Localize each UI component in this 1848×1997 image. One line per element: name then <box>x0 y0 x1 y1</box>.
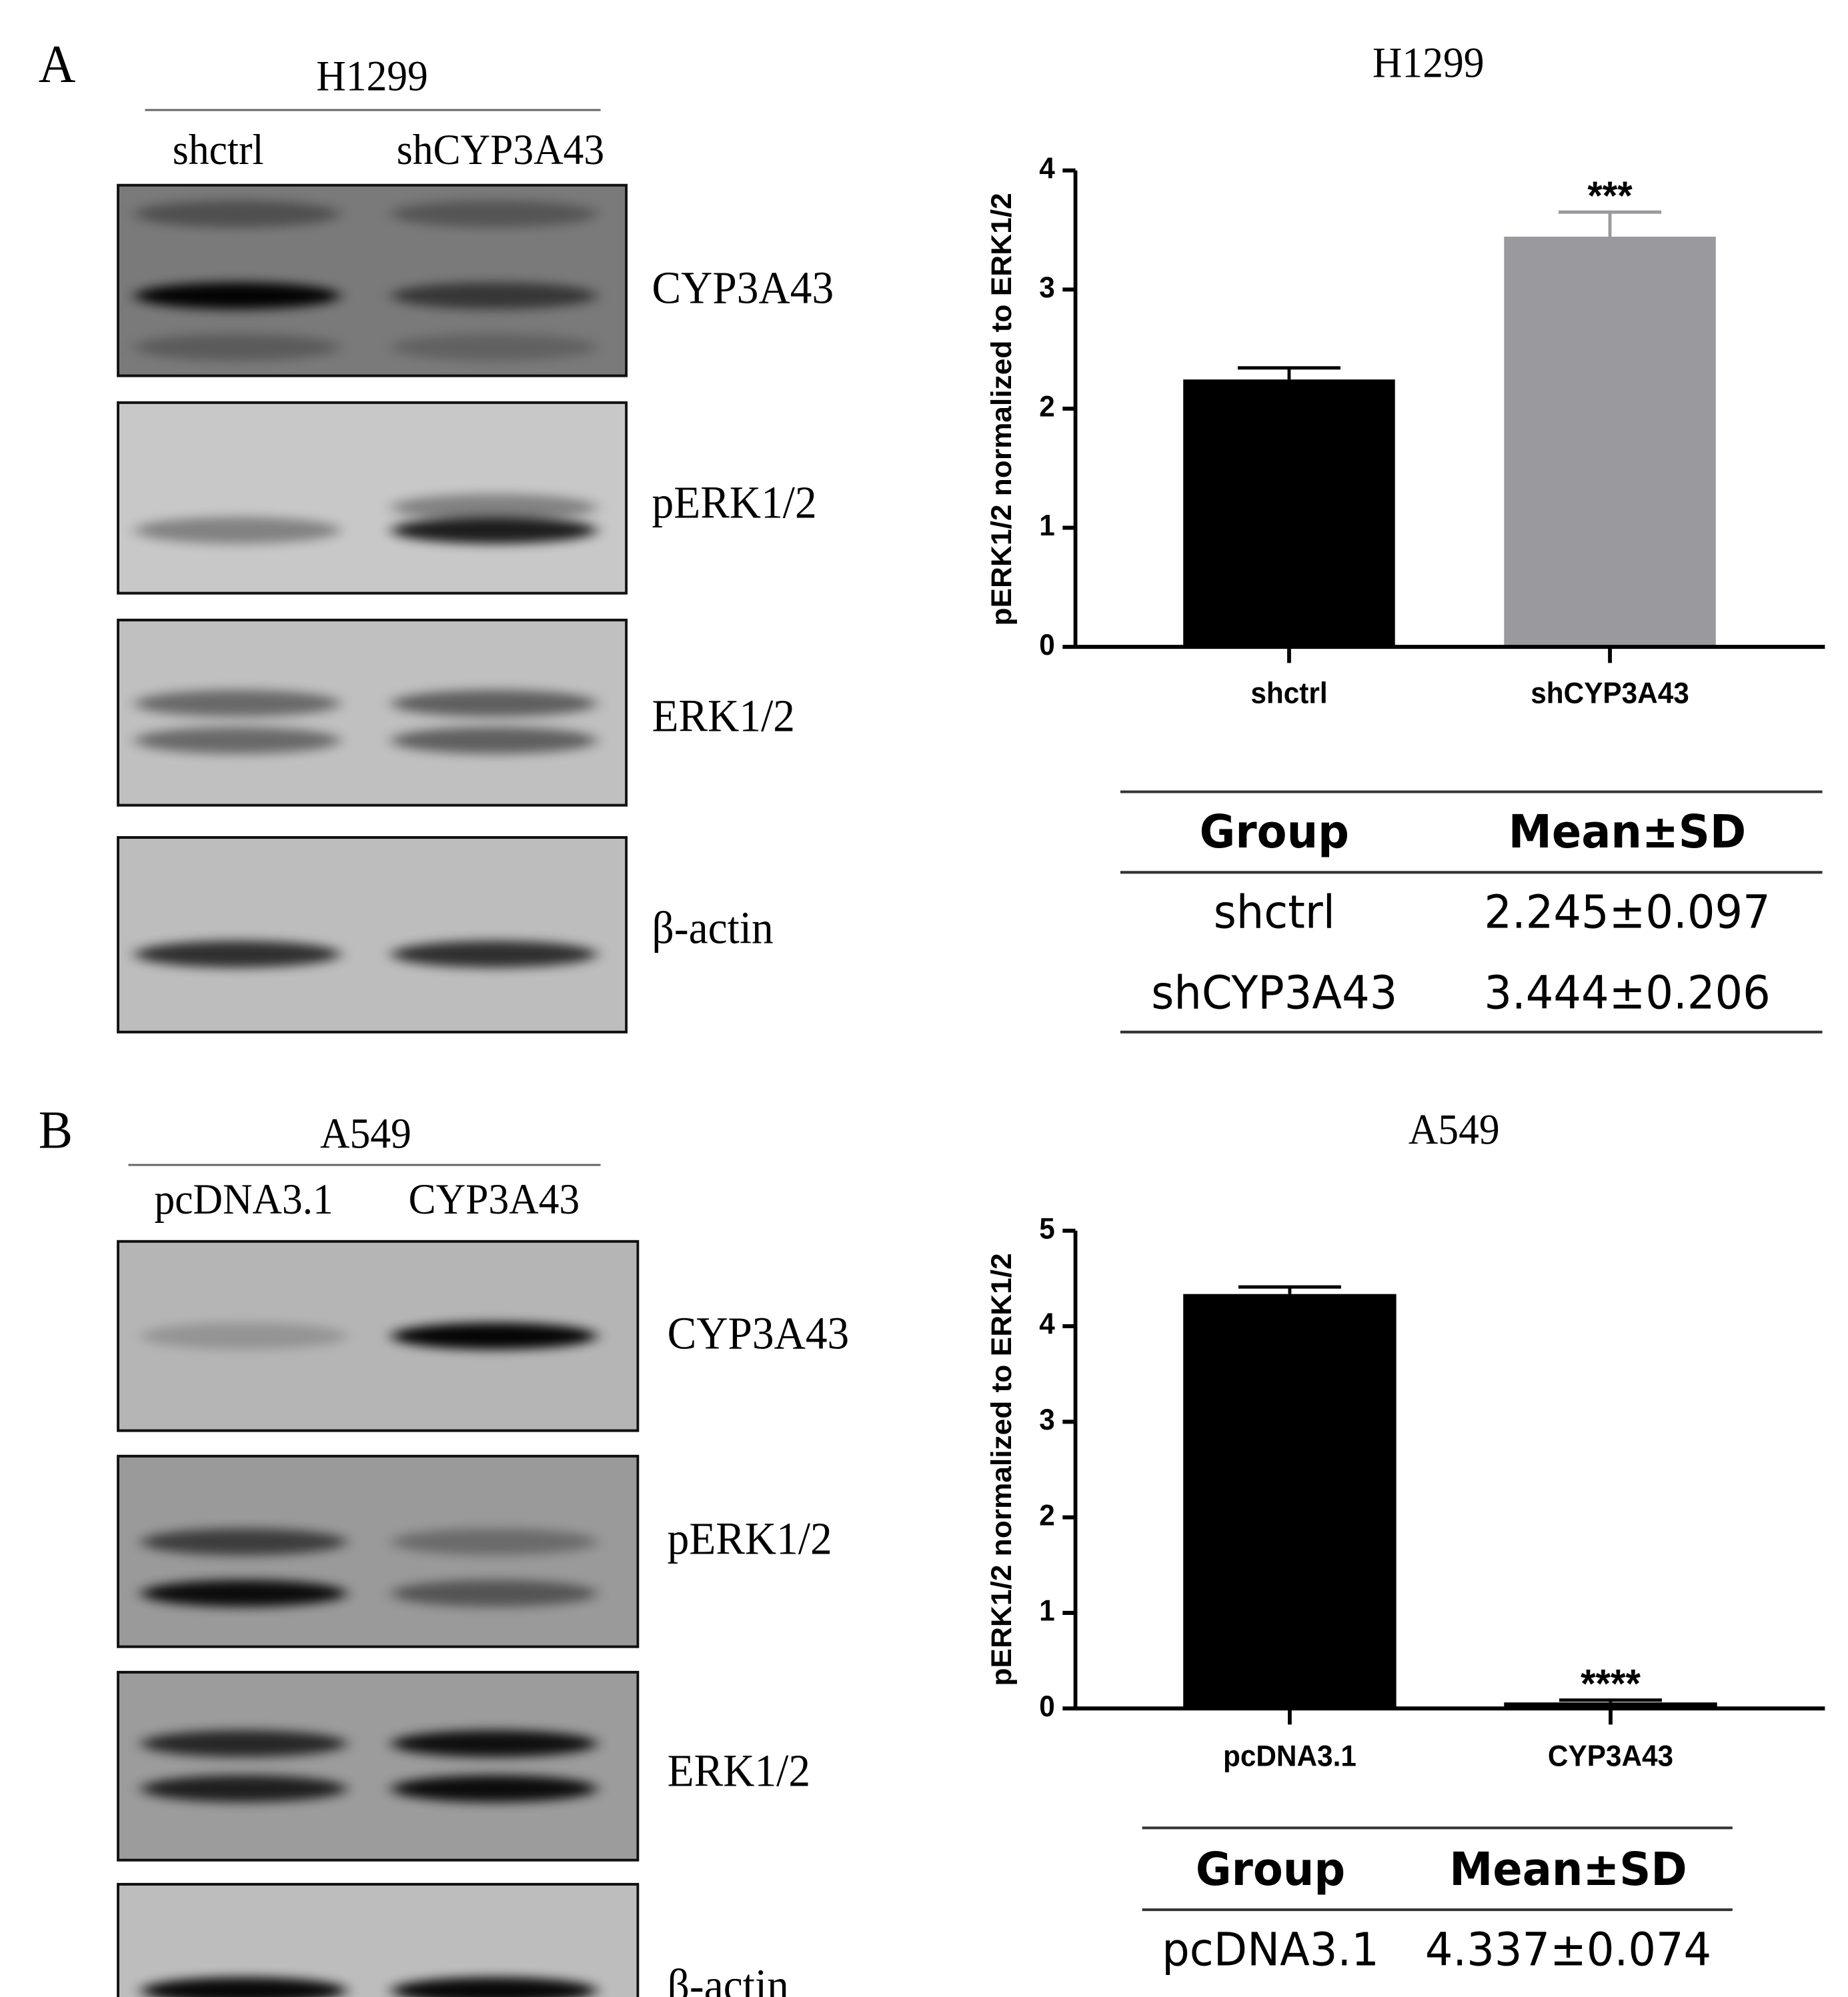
blot-band <box>391 517 597 544</box>
band-label: β-actin <box>652 903 774 953</box>
blot-image <box>117 835 628 1034</box>
y-tick-label: 2 <box>1039 1499 1055 1532</box>
y-tick-label: 0 <box>1039 629 1055 661</box>
panel-letter: B <box>39 1101 73 1160</box>
y-tick-label: 4 <box>1039 1308 1055 1341</box>
table-header: Group <box>1200 805 1349 859</box>
blot-band <box>391 1730 597 1758</box>
significance-label: *** <box>1587 173 1632 218</box>
blot-band <box>135 689 340 717</box>
table-header: Group <box>1196 1842 1345 1896</box>
bar <box>1183 379 1395 647</box>
blot-image <box>117 1454 640 1648</box>
blot-band <box>391 200 597 227</box>
blot-frame <box>117 183 628 377</box>
table-cell: 2.245±0.097 <box>1484 885 1770 939</box>
blot-frame <box>117 835 628 1034</box>
y-tick-label: 3 <box>1039 1404 1055 1436</box>
blot-band <box>391 333 597 361</box>
bar <box>1504 1702 1717 1709</box>
significance-label: **** <box>1581 1661 1641 1706</box>
blot-band <box>391 1322 597 1350</box>
x-tick-label: shctrl <box>1250 677 1327 709</box>
blot-band <box>135 200 340 227</box>
chart-title: A549 <box>1409 1106 1500 1154</box>
blot-frame <box>117 1454 640 1648</box>
blot-band <box>391 727 597 754</box>
lane-label: shCYP3A43 <box>397 126 604 174</box>
table-cell: pcDNA3.1 <box>1162 1923 1379 1976</box>
y-tick-label: 4 <box>1039 152 1055 185</box>
blot-band <box>135 727 340 754</box>
blot-band <box>141 1730 347 1758</box>
table-cell: 3.444±0.206 <box>1484 966 1770 1020</box>
cell-line-label: A549 <box>320 1110 411 1158</box>
blot-image <box>117 183 628 377</box>
band-label: pERK1/2 <box>652 477 817 528</box>
cell-line-label: H1299 <box>316 52 428 100</box>
table-header: Mean±SD <box>1449 1842 1687 1896</box>
y-tick-label: 5 <box>1039 1213 1055 1246</box>
blot-band <box>141 1322 347 1350</box>
x-tick-label: CYP3A43 <box>1548 1740 1673 1773</box>
band-label: CYP3A43 <box>652 263 834 313</box>
y-tick-label: 0 <box>1039 1690 1055 1723</box>
panel-letter: A <box>39 35 76 95</box>
lane-label: shctrl <box>173 126 264 174</box>
y-tick-label: 1 <box>1039 1595 1055 1628</box>
blot-band <box>391 1775 597 1802</box>
lane-label: pcDNA3.1 <box>154 1176 333 1224</box>
table-cell: shctrl <box>1214 885 1335 939</box>
blot-background <box>118 837 627 1032</box>
blot-frame <box>117 1240 640 1432</box>
blot-band <box>135 940 340 968</box>
table-header: Mean±SD <box>1509 805 1746 859</box>
y-axis-label: pERK1/2 normalized to ERK1/2 <box>986 1253 1018 1686</box>
blot-image <box>117 1670 640 1862</box>
blot-band <box>141 1580 347 1607</box>
blot-band <box>391 1528 597 1556</box>
chart-title: H1299 <box>1372 39 1485 87</box>
blot-band <box>141 1528 347 1556</box>
band-label: ERK1/2 <box>668 1746 810 1796</box>
bar <box>1504 236 1716 647</box>
blot-band <box>135 282 340 309</box>
blot-background <box>118 1672 638 1860</box>
blot-band <box>391 1977 597 1997</box>
blot-band <box>391 1580 597 1607</box>
blot-band <box>135 517 340 544</box>
x-tick-label: shCYP3A43 <box>1531 677 1689 709</box>
lane-label: CYP3A43 <box>409 1176 580 1224</box>
table-cell: shCYP3A43 <box>1151 966 1397 1020</box>
blot-frame <box>117 618 628 807</box>
table-cell: 4.337±0.074 <box>1425 1923 1711 1976</box>
blot-image <box>117 618 628 807</box>
band-label: β-actin <box>668 1960 789 1997</box>
bar <box>1183 1294 1397 1709</box>
y-axis-label: pERK1/2 normalized to ERK1/2 <box>986 193 1018 625</box>
blot-band <box>141 1977 347 1997</box>
band-label: ERK1/2 <box>652 691 795 741</box>
band-label: pERK1/2 <box>668 1514 832 1564</box>
blot-band <box>141 1775 347 1802</box>
y-tick-label: 3 <box>1039 271 1055 304</box>
blot-frame <box>117 1882 640 1997</box>
y-tick-label: 1 <box>1039 509 1055 542</box>
blot-frame <box>117 1670 640 1862</box>
blot-band <box>391 282 597 309</box>
blot-band <box>391 493 597 521</box>
x-tick-label: pcDNA3.1 <box>1223 1740 1356 1773</box>
blot-image <box>117 1882 640 1997</box>
blot-band <box>391 689 597 717</box>
blot-frame <box>117 401 628 595</box>
blot-band <box>391 940 597 968</box>
blot-band <box>135 333 340 361</box>
y-tick-label: 2 <box>1039 391 1055 423</box>
blot-image <box>117 1240 640 1432</box>
band-label: CYP3A43 <box>668 1308 850 1359</box>
blot-image <box>117 401 628 595</box>
